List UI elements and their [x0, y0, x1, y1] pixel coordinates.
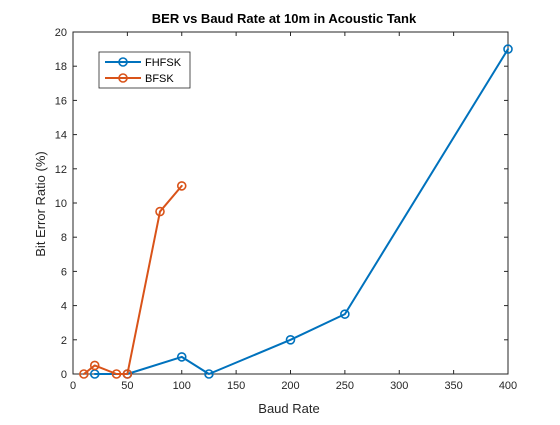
data-point-bfsk — [155, 206, 165, 217]
y-tick-label: 20 — [55, 27, 67, 39]
legend-item-fhfsk: FHFSK — [105, 57, 182, 69]
series-fhfsk — [89, 44, 513, 379]
data-point-bfsk — [176, 181, 187, 191]
x-tick-label: 300 — [390, 380, 408, 392]
chart-title: BER vs Baud Rate at 10m in Acoustic Tank — [152, 11, 417, 26]
y-tick-label: 6 — [61, 266, 67, 278]
data-point-bfsk — [111, 369, 122, 379]
y-tick-label: 12 — [55, 164, 67, 176]
legend-label-fhfsk: FHFSK — [145, 57, 182, 69]
y-tick-label: 4 — [61, 301, 67, 313]
data-point-bfsk — [89, 360, 100, 371]
y-tick-label: 0 — [61, 369, 67, 381]
legend-label-bfsk: BFSK — [145, 73, 174, 85]
x-tick-label: 100 — [173, 380, 191, 392]
y-tick-label: 14 — [55, 130, 67, 142]
x-tick-label: 200 — [281, 380, 299, 392]
y-tick-label: 8 — [61, 232, 67, 244]
x-axis-label: Baud Rate — [258, 401, 319, 416]
legend-item-bfsk: BFSK — [105, 73, 174, 85]
y-tick-label: 2 — [61, 335, 67, 347]
axis-ticks: 0 50 100 150 200 250 300 350 400 0 2 4 6 8 10 12 14 16 18 2… — [55, 27, 517, 392]
legend-box — [98, 51, 191, 89]
y-tick-label: 18 — [55, 61, 67, 73]
data-point-fhfsk — [285, 334, 296, 345]
legend-marker-fhfsk — [118, 57, 128, 67]
x-tick-label: 150 — [227, 380, 245, 392]
x-tick-label: 400 — [499, 380, 517, 392]
series-layer — [79, 44, 513, 379]
x-tick-label: 50 — [121, 380, 133, 392]
data-point-fhfsk — [204, 369, 214, 379]
data-point-fhfsk — [503, 44, 513, 54]
data-point-bfsk — [122, 369, 133, 379]
series-bfsk — [79, 181, 187, 379]
y-axis-label: Bit Error Ratio (%) — [33, 151, 48, 256]
legend-marker-bfsk — [118, 73, 128, 83]
x-tick-label: 350 — [444, 380, 462, 392]
data-point-bfsk — [79, 369, 89, 379]
x-tick-label: 250 — [336, 380, 354, 392]
legend: FHFSK BFSK — [98, 51, 191, 89]
x-tick-label: 0 — [70, 380, 76, 392]
y-tick-label: 10 — [55, 198, 67, 210]
data-point-fhfsk — [176, 352, 187, 362]
data-point-fhfsk — [340, 309, 350, 319]
series-line-bfsk — [82, 184, 183, 375]
y-tick-label: 16 — [55, 95, 67, 107]
